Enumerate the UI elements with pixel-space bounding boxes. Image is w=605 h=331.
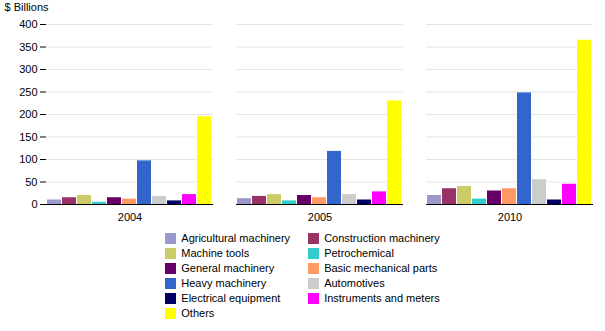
html-text:Agricultural machinery: Agricultural machinery	[181, 232, 291, 244]
svg-text:2005: 2005	[308, 211, 332, 223]
html-text:General machinery: General machinery	[181, 262, 275, 274]
svg-text:0: 0	[31, 198, 37, 210]
svg-text:200: 200	[19, 108, 37, 120]
svg-text:$ Billions: $ Billions	[5, 1, 50, 13]
html-text:Electrical equipment: Electrical equipment	[181, 292, 281, 304]
html-text:Basic mechanical parts: Basic mechanical parts	[324, 262, 438, 274]
svg-text:150: 150	[19, 131, 37, 143]
svg-text:250: 250	[19, 86, 37, 98]
html-text:Instruments and meters: Instruments and meters	[324, 292, 440, 304]
html-text:Heavy machinery: Heavy machinery	[181, 277, 267, 289]
html-text:Automotives: Automotives	[324, 277, 385, 289]
html-text:Petrochemical: Petrochemical	[324, 247, 394, 259]
svg-text:400: 400	[19, 18, 37, 30]
svg-text:2004: 2004	[118, 211, 142, 223]
html-text:Others: Others	[181, 307, 215, 319]
svg-text:300: 300	[19, 63, 37, 75]
svg-text:50: 50	[25, 176, 37, 188]
svg-text:100: 100	[19, 153, 37, 165]
svg-text:2010: 2010	[498, 211, 522, 223]
html-text:Machine tools: Machine tools	[181, 247, 250, 259]
html-text:Construction machinery: Construction machinery	[324, 232, 440, 244]
svg-text:350: 350	[19, 41, 37, 53]
